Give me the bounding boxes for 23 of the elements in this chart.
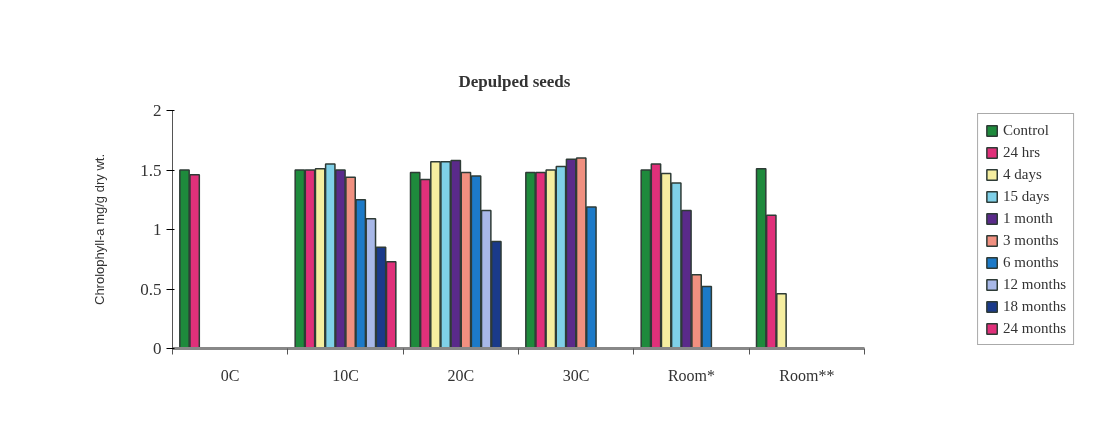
legend-label: 6 months: [1003, 253, 1059, 271]
x-tick-label: 20C: [447, 366, 475, 384]
legend-label: Control: [1003, 121, 1049, 139]
legend-label: 4 days: [1003, 165, 1042, 183]
chart-title: Depulped seeds: [458, 71, 571, 91]
y-tick-label: 0.5: [140, 279, 162, 299]
y-tick-label: 1: [153, 220, 162, 239]
y-tick-label: 0: [153, 339, 162, 358]
x-tick-label: Room**: [779, 366, 835, 384]
legend-label: 1 month: [1003, 209, 1053, 227]
x-tick-label: 10C: [332, 366, 359, 384]
y-axis-title: Chrolophyll-a mg/g dry wt.: [92, 154, 108, 305]
legend-label: 15 days: [1003, 187, 1050, 205]
legend-label: 12 months: [1003, 275, 1066, 293]
legend-label: 18 months: [1003, 297, 1066, 315]
x-tick-label: 0C: [220, 366, 240, 384]
x-tick-label: 30C: [562, 366, 590, 384]
y-tick-label: 1.5: [140, 160, 162, 180]
y-tick-label: 2: [153, 101, 162, 120]
legend-label: 24 hrs: [1003, 143, 1041, 161]
x-tick-label: Room*: [667, 366, 716, 384]
legend-label: 3 months: [1003, 231, 1059, 249]
legend-label: 24 months: [1003, 319, 1066, 337]
